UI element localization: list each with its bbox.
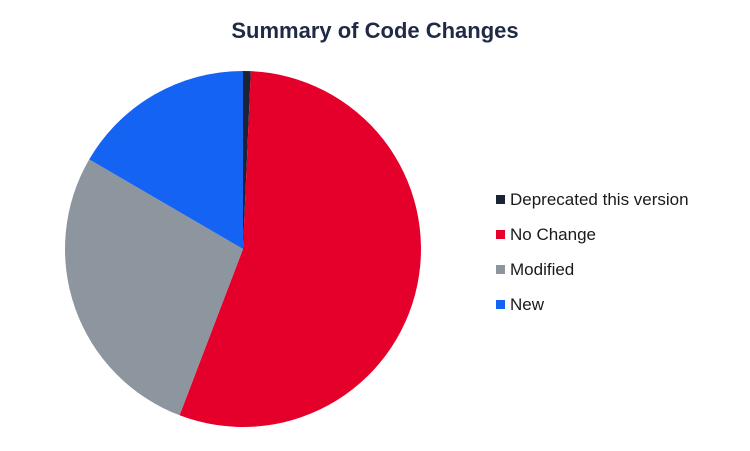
legend-swatch-new — [496, 300, 505, 309]
legend-item-no-change: No Change — [496, 217, 689, 252]
legend-swatch-no-change — [496, 230, 505, 239]
legend-label-no-change: No Change — [510, 224, 597, 244]
legend-item-deprecated: Deprecated this version — [496, 182, 689, 217]
pie-slice-new — [89, 70, 243, 249]
legend-swatch-modified — [496, 265, 505, 274]
pie-slice-modified — [65, 159, 244, 416]
pie-slice-no-change — [179, 71, 421, 427]
pie-slice-deprecated — [243, 70, 251, 249]
legend-item-new: New — [496, 287, 689, 322]
legend-label-deprecated: Deprecated this version — [510, 189, 689, 209]
chart-legend: Deprecated this version No Change Modifi… — [496, 182, 689, 322]
legend-label-modified: Modified — [510, 259, 575, 279]
legend-swatch-deprecated — [496, 195, 505, 204]
legend-label-new: New — [510, 294, 545, 314]
chart-title: Summary of Code Changes — [231, 18, 519, 43]
legend-item-modified: Modified — [496, 252, 689, 287]
